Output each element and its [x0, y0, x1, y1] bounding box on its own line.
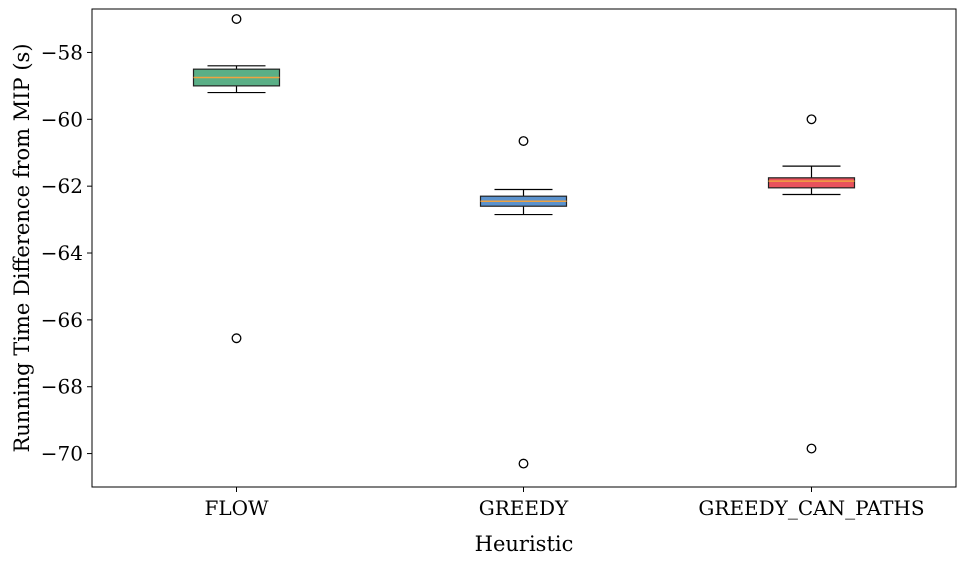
y-tick-label: −58 [41, 40, 83, 64]
x-tick-label: GREEDY [479, 496, 569, 520]
y-tick-label: −66 [41, 308, 83, 332]
y-tick-label: −62 [41, 174, 83, 198]
outlier-point [518, 136, 529, 146]
x-tick-label: FLOW [204, 496, 269, 520]
box-greedy [479, 136, 568, 469]
plot-frame [91, 8, 957, 488]
boxes-layer [192, 14, 856, 469]
outlier-point [518, 458, 529, 469]
box-greedy-can-paths [767, 114, 856, 454]
x-tick-label: GREEDY_CAN_PATHS [698, 496, 924, 520]
iqr-box [767, 177, 856, 189]
outlier-point [806, 114, 817, 125]
box-flow [192, 14, 281, 344]
x-axis-title: Heuristic [475, 532, 574, 556]
x-axis: FLOW GREEDY GREEDY_CAN_PATHS [204, 487, 925, 520]
y-tick-label: −70 [41, 442, 83, 466]
y-axis: −70 −68 −66 −64 −62 −60 −58 [41, 40, 92, 466]
y-tick-label: −64 [41, 241, 83, 265]
outlier-point [231, 14, 242, 24]
outlier-point [806, 443, 817, 454]
y-tick-label: −60 [41, 107, 83, 131]
y-axis-title: Running Time Difference from MIP (s) [10, 43, 34, 452]
outlier-point [231, 333, 242, 344]
y-tick-label: −68 [41, 375, 83, 399]
